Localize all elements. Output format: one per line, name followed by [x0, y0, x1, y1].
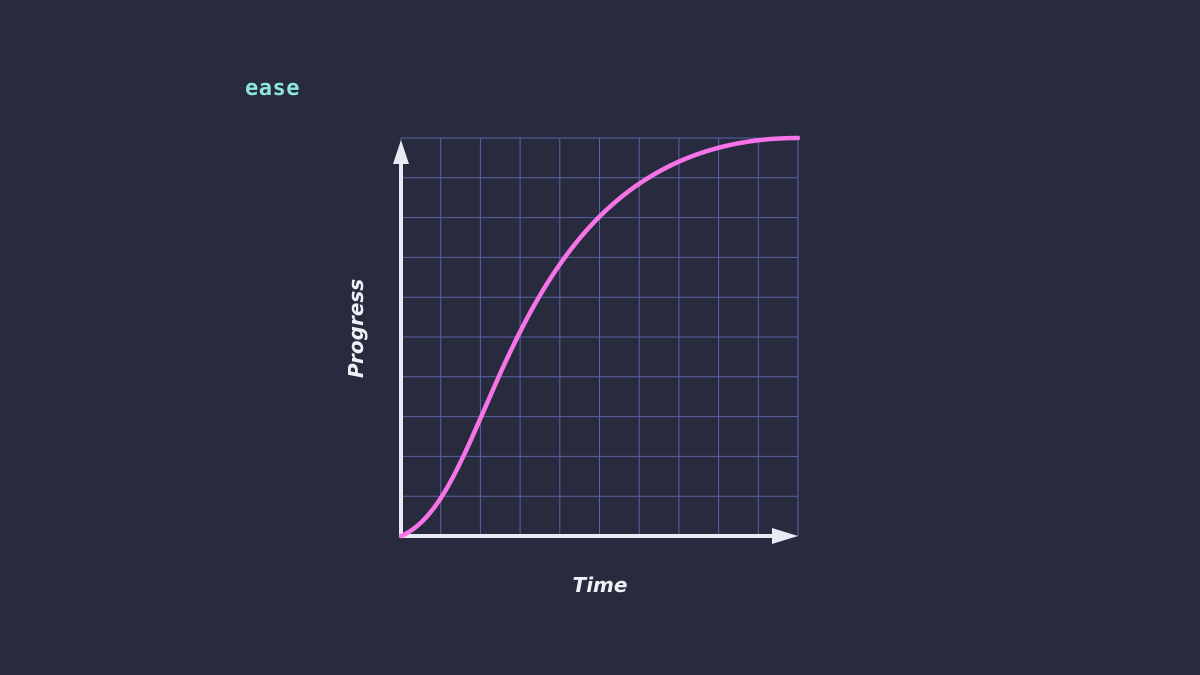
- grid: [400, 137, 799, 537]
- ease-curve: [398, 135, 801, 539]
- chart-title: ease: [245, 76, 300, 101]
- axes: [393, 140, 798, 544]
- y-axis-arrow-icon: [393, 140, 409, 164]
- x-axis-arrow-icon: [772, 528, 798, 544]
- y-axis-label: Progress: [344, 278, 368, 378]
- x-axis-label: Time: [572, 573, 628, 597]
